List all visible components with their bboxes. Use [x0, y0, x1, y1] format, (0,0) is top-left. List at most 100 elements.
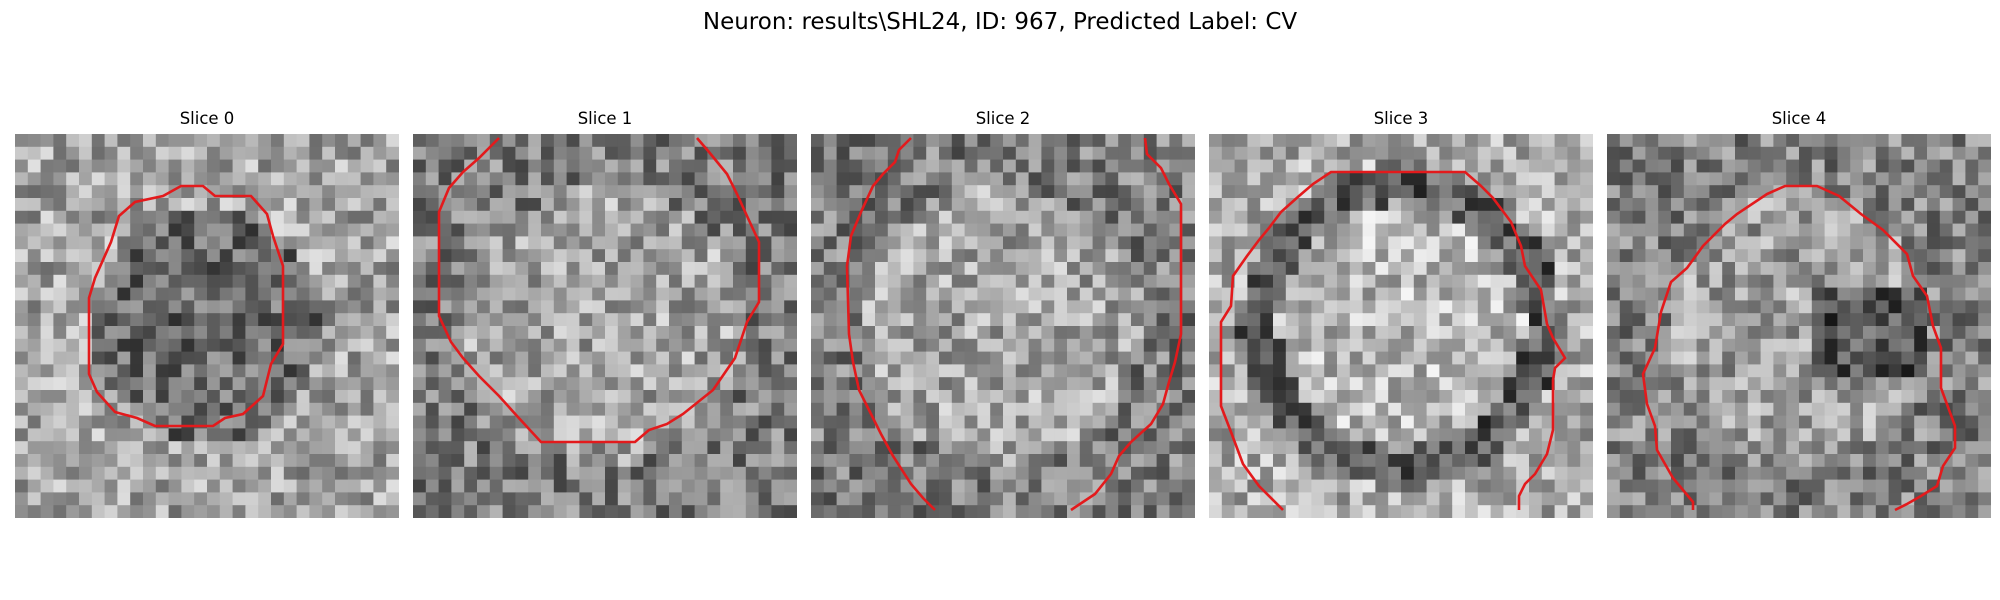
- pixel: [1671, 402, 1685, 416]
- pixel: [386, 210, 399, 224]
- pixel: [1247, 223, 1261, 237]
- pixel: [1452, 364, 1466, 378]
- pixel: [1131, 172, 1145, 186]
- pixel: [630, 390, 644, 404]
- pixel: [1747, 313, 1761, 327]
- pixel: [1041, 479, 1055, 493]
- pixel: [1118, 134, 1132, 148]
- pixel: [681, 454, 695, 468]
- pixel: [1696, 441, 1710, 455]
- pixel: [1337, 390, 1351, 404]
- pixel: [1632, 377, 1646, 391]
- pixel: [758, 441, 772, 455]
- pixel: [219, 262, 233, 276]
- pixel: [1683, 402, 1697, 416]
- pixel: [1607, 377, 1621, 391]
- pixel: [1658, 364, 1672, 378]
- pixel: [1914, 428, 1928, 442]
- pixel: [849, 402, 863, 416]
- pixel: [964, 402, 978, 416]
- pixel: [283, 377, 297, 391]
- pixel: [926, 402, 940, 416]
- pixel: [489, 454, 503, 468]
- pixel: [643, 390, 657, 404]
- pixel: [1079, 428, 1093, 442]
- pixel: [1722, 377, 1736, 391]
- pixel: [296, 364, 310, 378]
- pixel: [1747, 326, 1761, 340]
- pixel: [1260, 249, 1274, 263]
- pixel: [1671, 198, 1685, 212]
- pixel: [784, 428, 797, 442]
- pixel: [1888, 146, 1902, 160]
- pixel: [1888, 134, 1902, 148]
- pixel: [720, 300, 734, 314]
- pixel: [1169, 390, 1183, 404]
- pixel: [1362, 466, 1376, 480]
- pixel: [1426, 313, 1440, 327]
- pixel: [1567, 262, 1581, 276]
- pixel: [296, 390, 310, 404]
- pixel: [283, 454, 297, 468]
- pixel: [1156, 479, 1170, 493]
- pixel: [1952, 198, 1966, 212]
- pixel: [541, 287, 555, 301]
- pixel: [900, 466, 914, 480]
- pixel: [1658, 428, 1672, 442]
- pixel: [1298, 466, 1312, 480]
- pixel: [1567, 454, 1581, 468]
- pixel: [643, 172, 657, 186]
- pixel: [232, 159, 246, 173]
- pixel: [926, 428, 940, 442]
- pixel: [1978, 159, 1991, 173]
- pixel: [1221, 185, 1235, 199]
- pixel: [1131, 134, 1145, 148]
- pixel: [155, 134, 169, 148]
- pixel: [541, 479, 555, 493]
- pixel: [758, 185, 772, 199]
- pixel: [245, 466, 259, 480]
- pixel: [1811, 338, 1825, 352]
- pixel: [413, 492, 427, 506]
- pixel: [1452, 198, 1466, 212]
- pixel: [1311, 454, 1325, 468]
- pixel: [1645, 134, 1659, 148]
- pixel: [1388, 338, 1402, 352]
- pixel: [630, 313, 644, 327]
- pixel: [694, 466, 708, 480]
- pixel: [181, 390, 195, 404]
- pixel: [964, 415, 978, 429]
- pixel: [40, 441, 54, 455]
- pixel: [913, 338, 927, 352]
- pixel: [15, 351, 29, 365]
- pixel: [836, 146, 850, 160]
- pixel: [1105, 338, 1119, 352]
- pixel: [1747, 300, 1761, 314]
- pixel: [913, 210, 927, 224]
- pixel: [1786, 159, 1800, 173]
- pixel: [1811, 262, 1825, 276]
- pixel: [1413, 249, 1427, 263]
- pixel: [1952, 262, 1966, 276]
- pixel: [464, 134, 478, 148]
- pixel: [1683, 428, 1697, 442]
- pixel: [425, 198, 439, 212]
- pixel: [1786, 402, 1800, 416]
- pixel: [862, 159, 876, 173]
- pixel: [1413, 428, 1427, 442]
- pixel: [1760, 210, 1774, 224]
- pixel: [951, 274, 965, 288]
- pixel: [1143, 441, 1157, 455]
- pixel: [964, 172, 978, 186]
- pixel: [1131, 262, 1145, 276]
- pixel: [438, 415, 452, 429]
- pixel: [373, 326, 387, 340]
- pixel: [1696, 185, 1710, 199]
- pixel: [643, 198, 657, 212]
- pixel: [347, 249, 361, 263]
- pixel: [1169, 402, 1183, 416]
- pixel: [1773, 198, 1787, 212]
- pixel: [1773, 134, 1787, 148]
- pixel: [1863, 454, 1877, 468]
- pixel: [1529, 172, 1543, 186]
